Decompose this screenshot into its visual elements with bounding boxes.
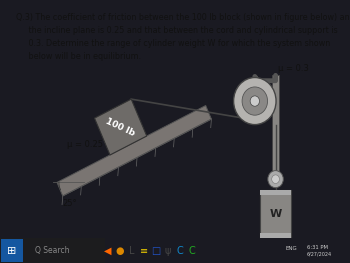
Text: 100 lb: 100 lb <box>105 117 136 138</box>
Text: ≡: ≡ <box>140 245 148 256</box>
Circle shape <box>268 171 283 188</box>
Text: ENG: ENG <box>285 245 297 251</box>
Bar <box>260 233 291 238</box>
Text: the incline plane is 0.25 and that between the cord and cylindrical support is: the incline plane is 0.25 and that betwe… <box>16 26 338 35</box>
Bar <box>272 75 279 182</box>
Bar <box>260 190 291 238</box>
Text: ψ: ψ <box>165 245 171 256</box>
Polygon shape <box>94 99 147 155</box>
Text: W: W <box>270 209 282 219</box>
Text: ●: ● <box>116 245 124 256</box>
Text: 0.3. Determine the range of cylinder weight W for which the system shown: 0.3. Determine the range of cylinder wei… <box>16 39 331 48</box>
Text: L: L <box>129 245 135 256</box>
Text: ⊞: ⊞ <box>7 245 17 256</box>
Text: below will be in equilibrium.: below will be in equilibrium. <box>16 52 142 61</box>
Text: C: C <box>177 245 183 256</box>
Text: Q.3) The coefficient of friction between the 100 lb block (shown in figure below: Q.3) The coefficient of friction between… <box>16 13 350 22</box>
Bar <box>1 239 23 262</box>
Text: μ = 0.3: μ = 0.3 <box>278 64 309 73</box>
Circle shape <box>272 175 279 184</box>
Text: Q Search: Q Search <box>35 246 70 255</box>
Bar <box>260 190 291 195</box>
Text: C: C <box>189 245 195 256</box>
Text: 6:31 PM: 6:31 PM <box>307 245 328 250</box>
Text: 6/27/2024: 6/27/2024 <box>307 251 332 256</box>
Text: 25°: 25° <box>62 200 77 209</box>
Text: ◀: ◀ <box>104 245 112 256</box>
Text: μ = 0.25: μ = 0.25 <box>66 140 103 149</box>
Text: □: □ <box>151 245 161 256</box>
Circle shape <box>242 87 267 115</box>
Circle shape <box>250 96 259 106</box>
Circle shape <box>233 78 276 125</box>
Polygon shape <box>57 105 211 196</box>
Bar <box>0 238 105 263</box>
